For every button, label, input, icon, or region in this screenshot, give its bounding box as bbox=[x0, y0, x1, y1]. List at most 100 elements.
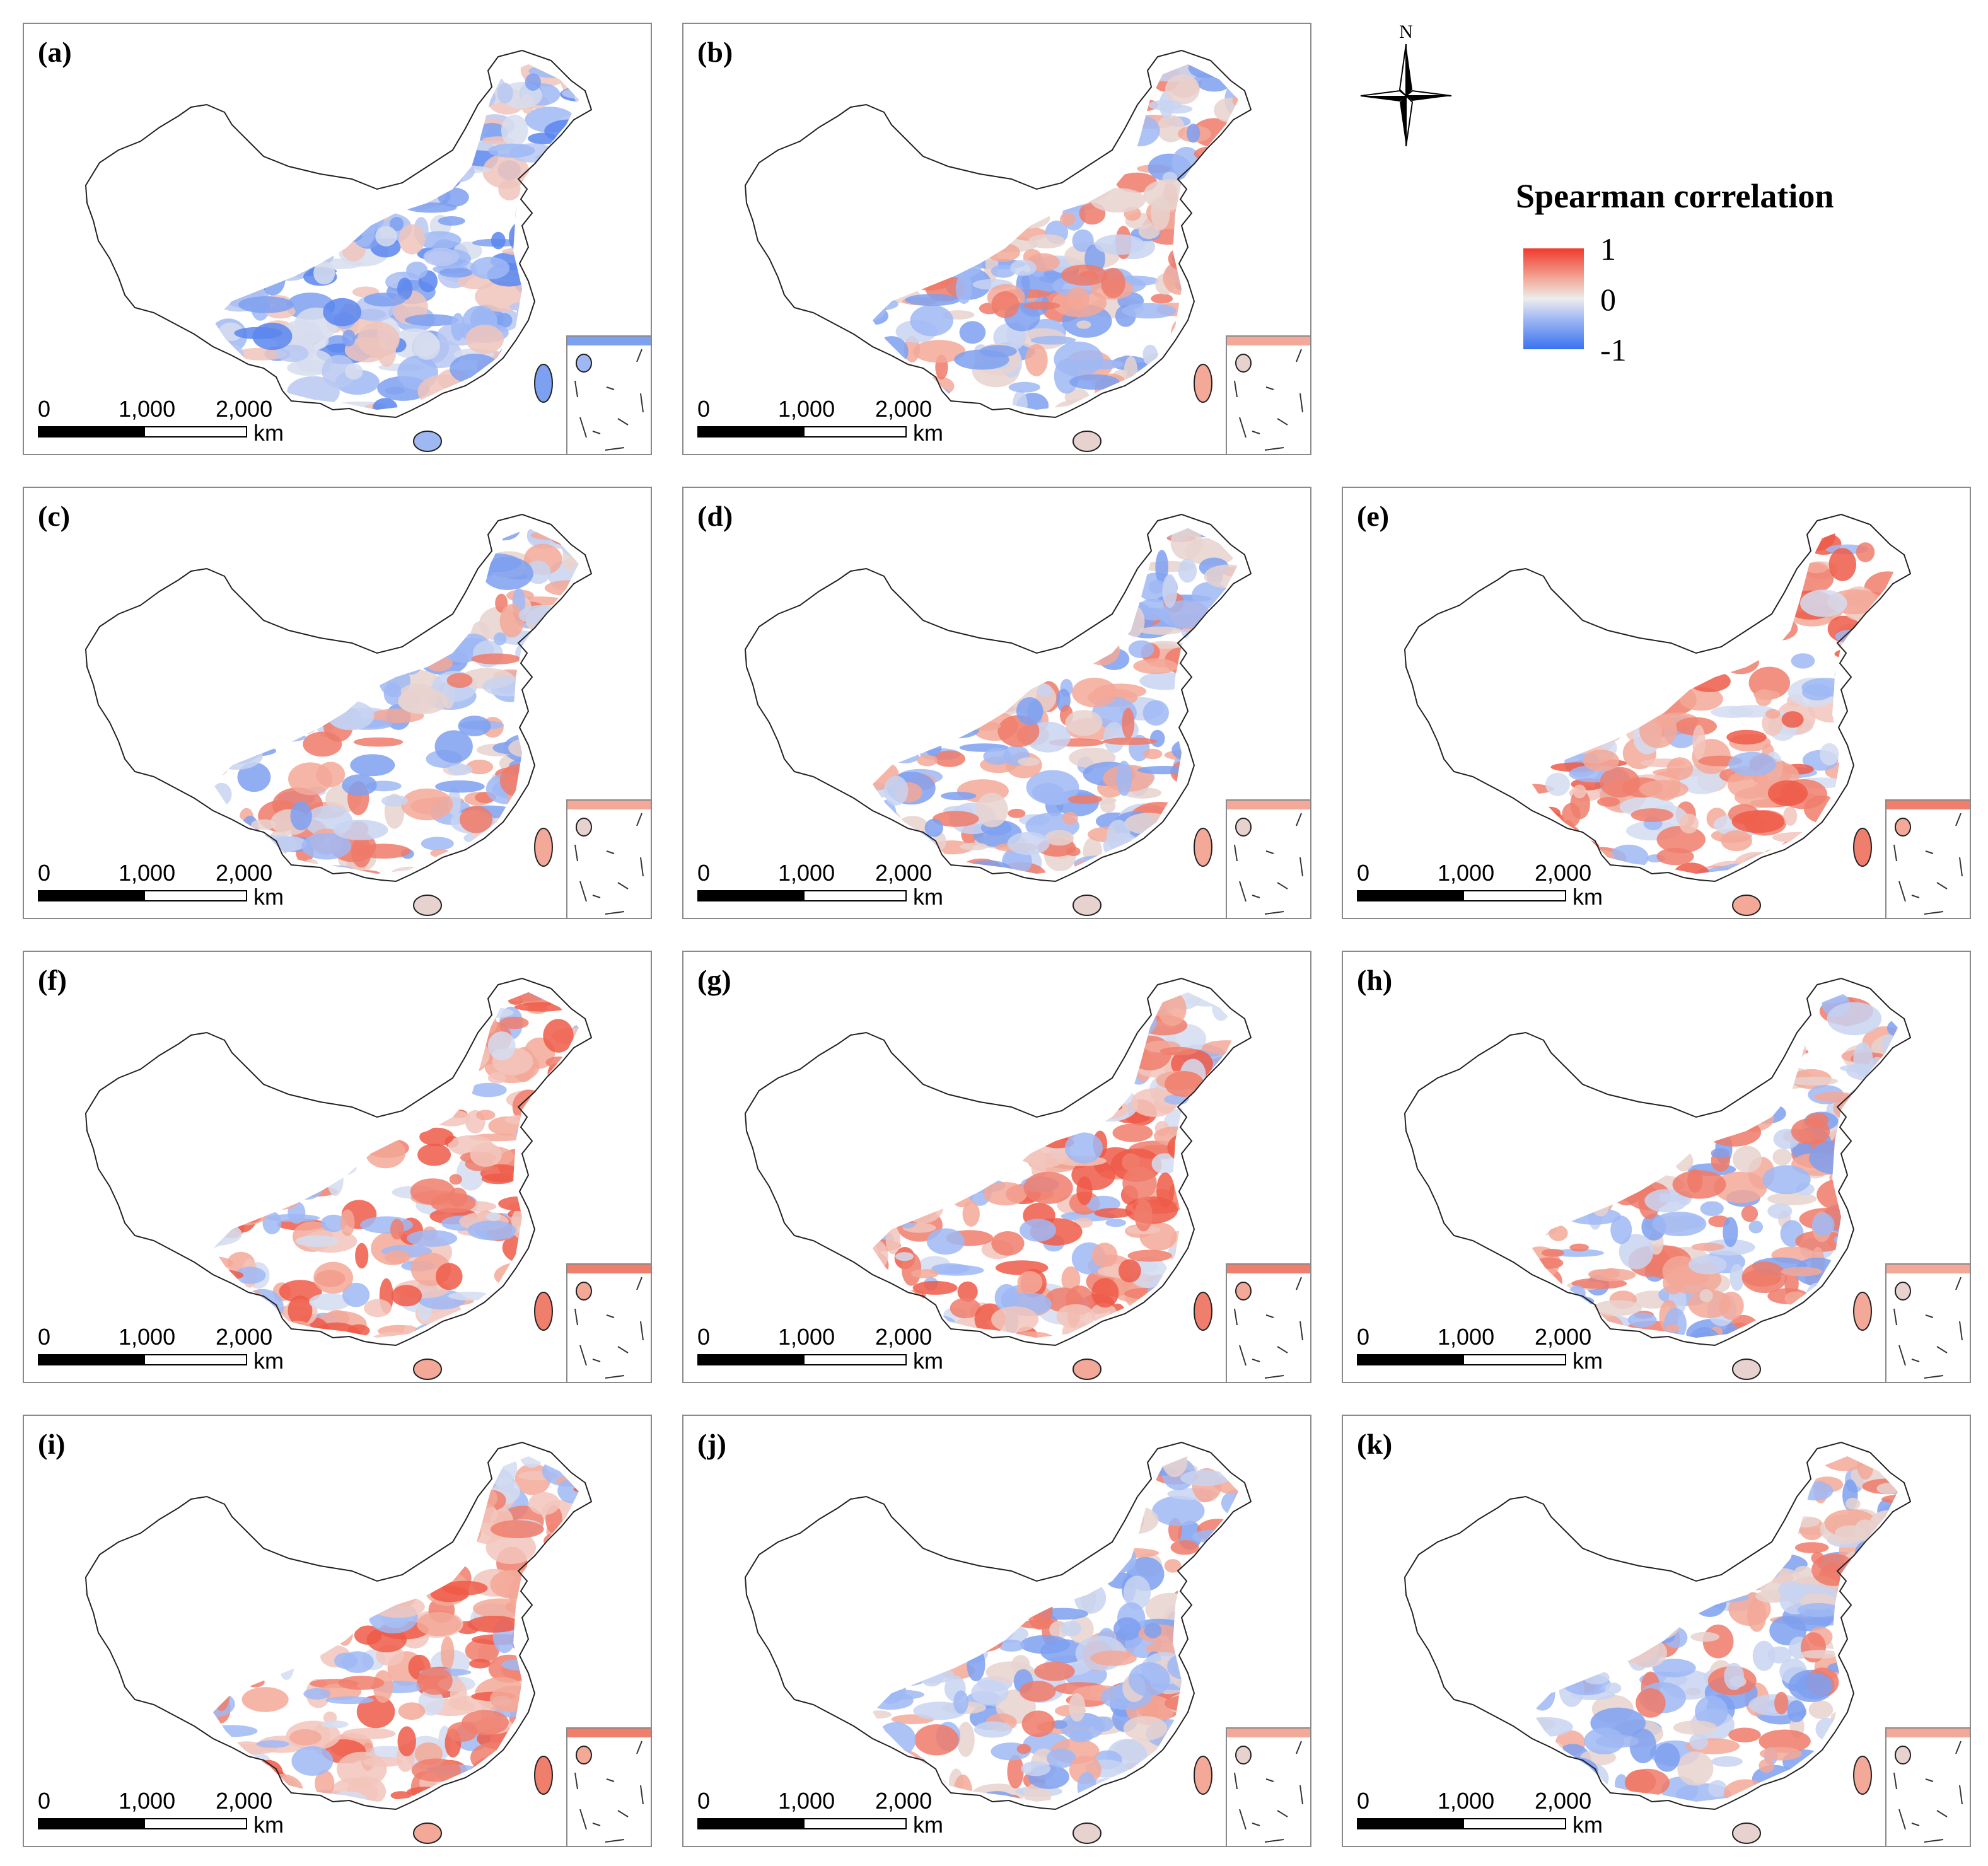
correlation-cell bbox=[554, 659, 579, 688]
correlation-cell bbox=[1845, 1497, 1861, 1510]
correlation-cell bbox=[1685, 555, 1718, 577]
correlation-cell bbox=[1853, 1807, 1874, 1816]
correlation-cell bbox=[957, 536, 1005, 564]
correlation-cell bbox=[317, 556, 369, 572]
correlation-cell bbox=[213, 1462, 234, 1476]
legend-mid-label: 0 bbox=[1600, 282, 1616, 317]
correlation-cell bbox=[1240, 678, 1265, 696]
correlation-cell bbox=[1703, 1239, 1755, 1256]
correlation-cell bbox=[933, 607, 956, 627]
correlation-cell bbox=[1754, 1029, 1795, 1050]
scale-tick-2000: 2,000 bbox=[875, 396, 933, 422]
correlation-cell bbox=[418, 1456, 471, 1463]
correlation-cell bbox=[376, 621, 392, 639]
correlation-cell bbox=[355, 1243, 369, 1269]
scale-bar: 0 1,000 2,000 km bbox=[38, 396, 315, 446]
correlation-cell bbox=[875, 547, 909, 571]
correlation-cell bbox=[1102, 64, 1154, 74]
correlation-cell bbox=[387, 123, 425, 148]
correlation-cell bbox=[303, 731, 342, 757]
correlation-cell bbox=[1625, 1770, 1656, 1794]
correlation-cell bbox=[1630, 1000, 1673, 1023]
correlation-cell bbox=[1091, 1278, 1119, 1308]
correlation-cell bbox=[421, 837, 454, 850]
correlation-cell bbox=[397, 1726, 416, 1756]
scale-tick-1000: 1,000 bbox=[778, 860, 835, 886]
correlation-cell bbox=[1030, 335, 1076, 345]
correlation-cell bbox=[1064, 1132, 1103, 1164]
correlation-cell bbox=[545, 763, 579, 792]
correlation-cell bbox=[1512, 1737, 1529, 1772]
correlation-cell bbox=[1016, 697, 1043, 726]
correlation-cell bbox=[1672, 1170, 1726, 1199]
correlation-cell bbox=[578, 667, 579, 700]
correlation-cell bbox=[1079, 127, 1105, 143]
correlation-cell bbox=[1605, 1531, 1646, 1554]
correlation-cell bbox=[1856, 542, 1875, 562]
country-boundary bbox=[84, 49, 593, 419]
correlation-cell bbox=[594, 1688, 608, 1701]
correlation-cell bbox=[957, 1281, 978, 1302]
correlation-cell bbox=[345, 617, 385, 639]
correlation-cell bbox=[1820, 743, 1839, 766]
correlation-cell bbox=[933, 811, 979, 827]
inset-dashed-boundary bbox=[574, 1277, 644, 1379]
correlation-cell bbox=[301, 79, 330, 114]
correlation-cell bbox=[1094, 550, 1144, 564]
correlation-cell bbox=[1235, 663, 1238, 680]
correlation-cell bbox=[1096, 64, 1146, 79]
correlation-cell bbox=[313, 1261, 353, 1294]
correlation-cell bbox=[1201, 1676, 1235, 1700]
correlation-cell bbox=[531, 647, 565, 667]
correlation-cell bbox=[1563, 1023, 1600, 1057]
correlation-cell bbox=[565, 244, 579, 260]
correlation-cell bbox=[1885, 1633, 1898, 1646]
correlation-cell bbox=[1156, 115, 1185, 142]
correlation-cell bbox=[1235, 196, 1238, 210]
correlation-cell bbox=[1775, 528, 1812, 533]
correlation-cell bbox=[1080, 1799, 1118, 1802]
correlation-cell bbox=[1062, 1456, 1102, 1478]
correlation-cell bbox=[1625, 1052, 1657, 1086]
correlation-cell bbox=[930, 1456, 970, 1461]
correlation-cell bbox=[345, 363, 363, 380]
correlation-cell bbox=[1679, 687, 1723, 711]
correlation-cell bbox=[1016, 1744, 1031, 1754]
correlation-cell bbox=[1011, 1655, 1030, 1674]
correlation-cell bbox=[1131, 1088, 1178, 1117]
correlation-cell bbox=[291, 1746, 334, 1776]
correlation-cell bbox=[1674, 1061, 1709, 1087]
correlation-cell bbox=[1758, 862, 1798, 873]
correlation-cell bbox=[1532, 999, 1545, 1030]
correlation-cell bbox=[1905, 671, 1921, 691]
correlation-cell bbox=[960, 1015, 984, 1034]
correlation-cell bbox=[965, 101, 989, 124]
correlation-cell bbox=[1021, 105, 1062, 136]
correlation-cell bbox=[1731, 1008, 1750, 1040]
correlation-cell bbox=[1748, 1220, 1764, 1234]
correlation-cell bbox=[1184, 1644, 1207, 1664]
correlation-cell bbox=[1056, 1064, 1100, 1092]
correlation-cell bbox=[1794, 1542, 1829, 1553]
correlation-cell bbox=[555, 1626, 579, 1651]
correlation-cell bbox=[316, 81, 342, 113]
correlation-cell bbox=[411, 1485, 460, 1513]
correlation-cell bbox=[1904, 1651, 1917, 1675]
correlation-cell bbox=[991, 1306, 1039, 1333]
correlation-cell bbox=[509, 301, 565, 313]
correlation-cell bbox=[1605, 528, 1651, 530]
correlation-cell bbox=[535, 1220, 567, 1254]
correlation-cell bbox=[1043, 99, 1080, 110]
correlation-cell bbox=[1030, 606, 1083, 622]
correlation-cell bbox=[393, 1535, 431, 1561]
correlation-cell bbox=[1035, 596, 1049, 625]
correlation-cell bbox=[1656, 825, 1706, 854]
scale-unit: km bbox=[253, 1812, 284, 1838]
correlation-cell bbox=[1008, 381, 1040, 393]
correlation-cell bbox=[1007, 1754, 1024, 1788]
correlation-cell bbox=[1663, 879, 1702, 890]
scale-tick-0: 0 bbox=[697, 1324, 711, 1350]
correlation-cell bbox=[387, 95, 428, 126]
correlation-cell bbox=[1160, 1046, 1197, 1056]
correlation-cell bbox=[1028, 234, 1066, 249]
